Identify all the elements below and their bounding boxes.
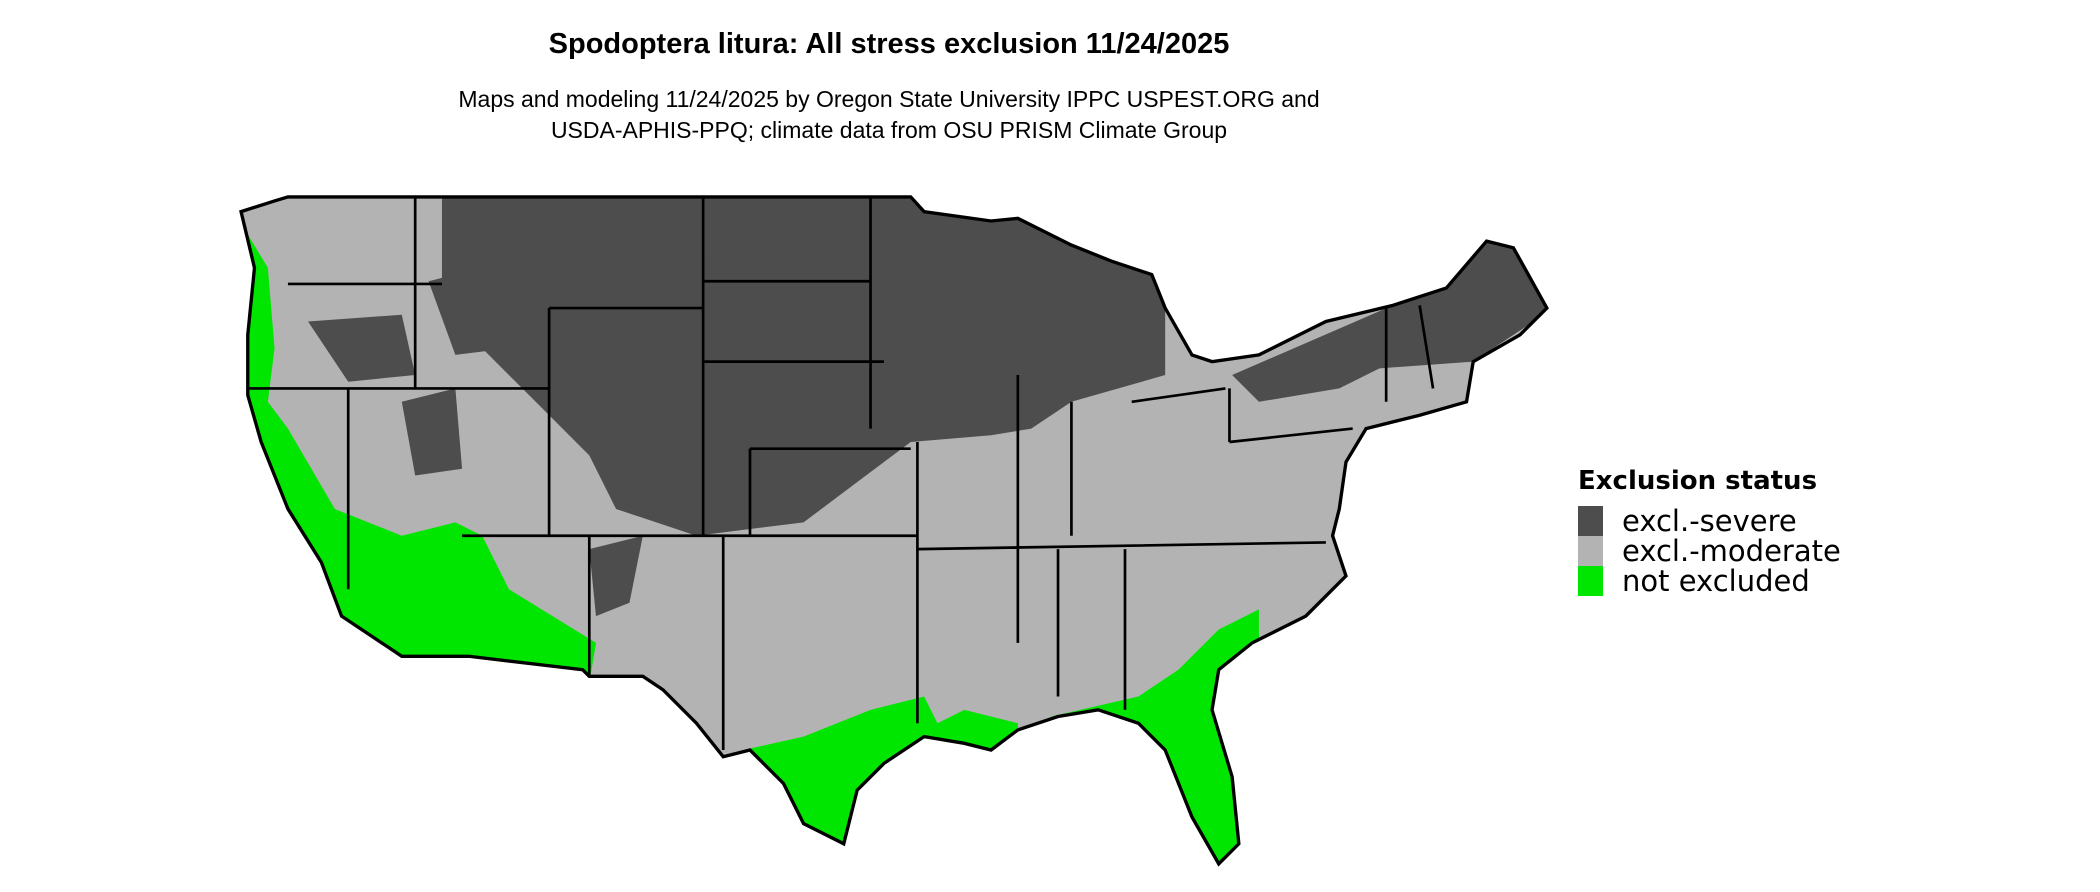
severe-region-northwest	[308, 267, 643, 617]
legend-item-moderate: excl.-moderate	[1578, 534, 1841, 568]
legend-swatch-moderate	[1578, 536, 1603, 566]
legend-label: excl.-moderate	[1622, 534, 1841, 568]
not-excluded-gulf	[743, 696, 1018, 858]
map-subtitle-line-2: USDA-APHIS-PPQ; climate data from OSU PR…	[550, 117, 1228, 143]
map-title: Spodoptera litura: All stress exclusion …	[548, 28, 1230, 60]
legend: Exclusion status excl.-severe excl.-mode…	[1578, 466, 1841, 598]
state-boundaries	[247, 196, 1435, 751]
legend-swatch-not-excluded	[1578, 566, 1603, 596]
legend-label: excl.-severe	[1622, 504, 1797, 538]
legend-item-severe: excl.-severe	[1578, 504, 1841, 538]
legend-swatch-severe	[1578, 506, 1603, 536]
legend-title: Exclusion status	[1578, 466, 1818, 496]
legend-item-not-excluded: not excluded	[1578, 564, 1841, 598]
legend-label: not excluded	[1622, 564, 1810, 598]
map-subtitle-line-1: Maps and modeling 11/24/2025 by Oregon S…	[458, 86, 1320, 112]
